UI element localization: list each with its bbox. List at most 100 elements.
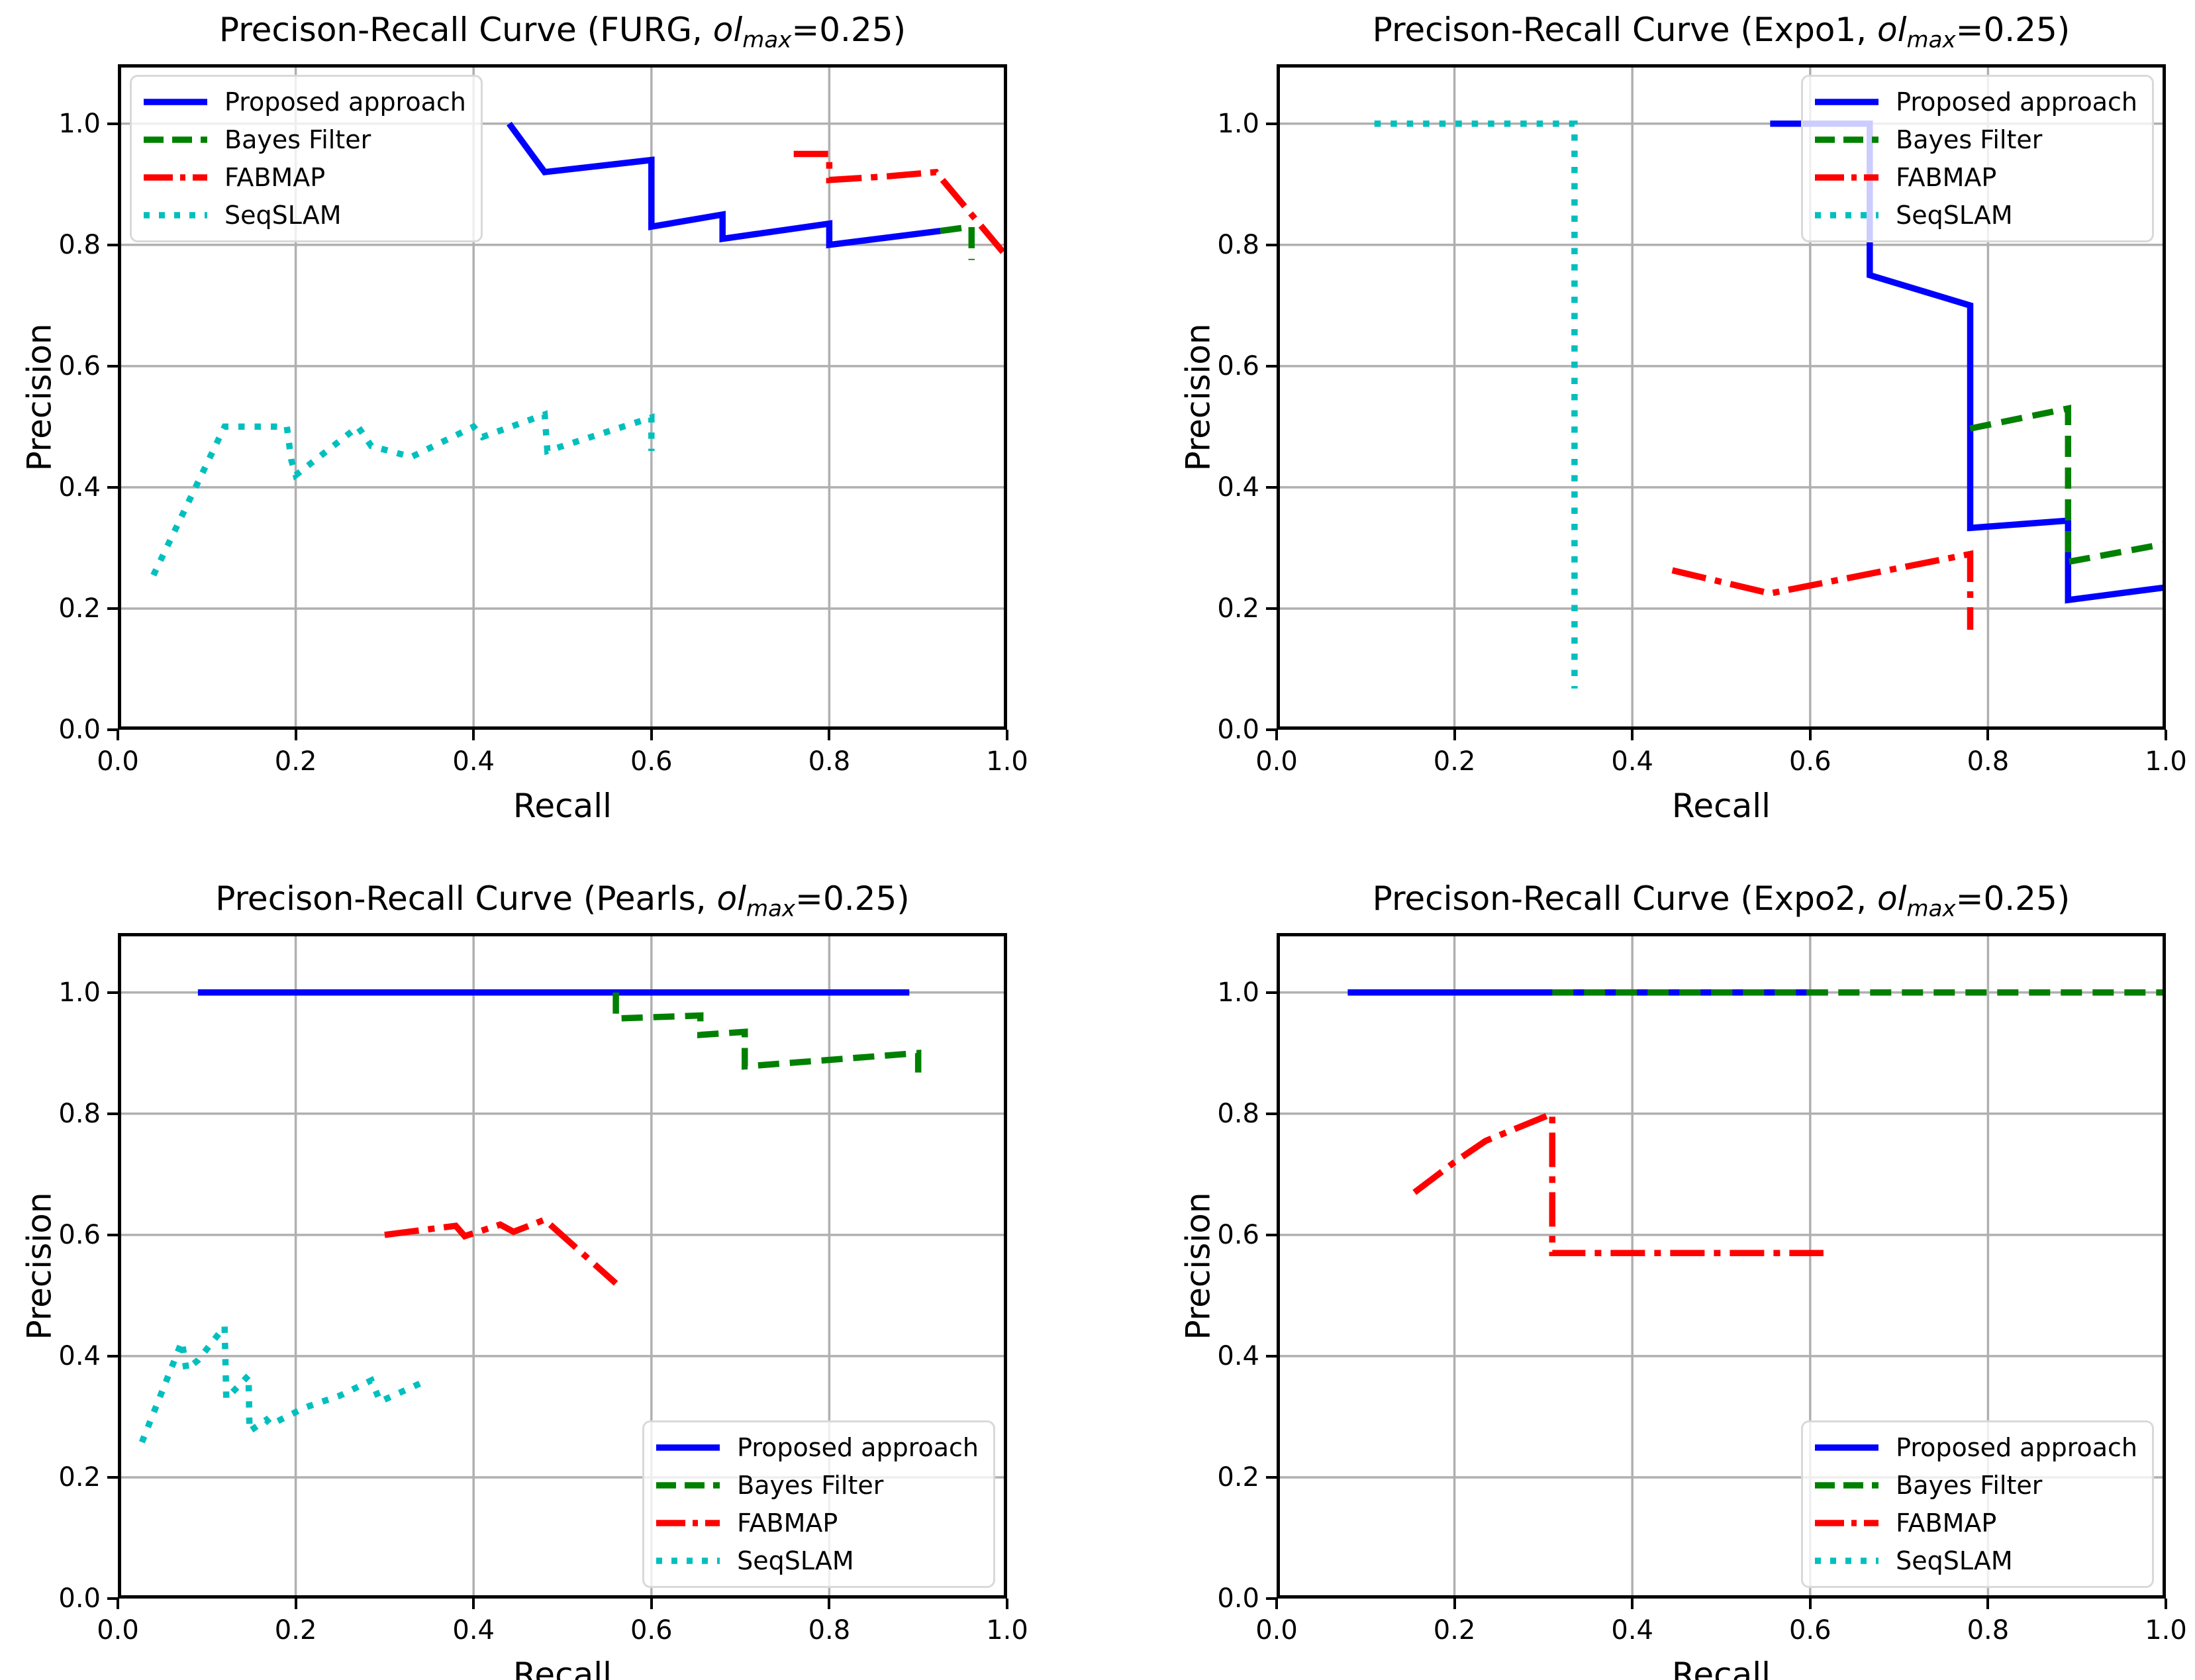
- plot-area: [118, 64, 1007, 730]
- y-tick-mark: [107, 485, 118, 489]
- y-tick-label: 0.2: [1217, 593, 1259, 624]
- y-tick-label: 1.0: [1217, 977, 1259, 1008]
- series-fabmap-line: [1412, 1109, 1824, 1257]
- legend-item-seqslam: SeqSLAM: [142, 199, 466, 231]
- x-tick-label: 0.4: [452, 746, 495, 777]
- legend-label: FABMAP: [1896, 163, 1997, 192]
- legend-item-proposed: Proposed approach: [1814, 1432, 2137, 1463]
- legend-item-bayes: Bayes Filter: [1814, 124, 2137, 156]
- x-tick-mark: [828, 1599, 831, 1609]
- x-axis-label: Recall: [512, 787, 612, 825]
- legend-line-sample-proposed: [1815, 99, 1879, 105]
- y-tick-mark: [107, 1112, 118, 1115]
- x-tick-mark: [472, 1599, 475, 1609]
- y-tick-mark: [1266, 728, 1277, 731]
- y-tick-mark: [107, 122, 118, 125]
- legend-label: FABMAP: [1896, 1508, 1997, 1538]
- y-axis-label: Precision: [1179, 1191, 1218, 1340]
- legend-label: Proposed approach: [737, 1433, 979, 1462]
- legend: Proposed approach Bayes Filter FABMAP SeqSL…: [1801, 1420, 2154, 1588]
- x-tick-label: 0.4: [1611, 1615, 1653, 1646]
- x-tick-label: 0.2: [274, 1615, 317, 1646]
- legend-item-seqslam: SeqSLAM: [1814, 1545, 2137, 1577]
- y-tick-mark: [1266, 607, 1277, 610]
- series-fabmap-line: [793, 150, 1007, 260]
- x-tick-mark: [117, 1599, 119, 1609]
- x-axis-label: Recall: [1671, 787, 1771, 825]
- legend-line-sample-seqslam: [1815, 1557, 1879, 1564]
- legend-label: Bayes Filter: [737, 1471, 884, 1500]
- legend: Proposed approach Bayes Filter FABMAP SeqSL…: [1801, 75, 2154, 242]
- x-tick-label: 1.0: [2145, 746, 2187, 777]
- legend-item-proposed: Proposed approach: [142, 86, 466, 118]
- y-tick-mark: [1266, 1233, 1277, 1236]
- plot-title-text: Precison-Recall Curve (Expo2,: [1372, 879, 1878, 918]
- legend-line-sample-fabmap: [656, 1520, 720, 1526]
- y-tick-mark: [107, 1475, 118, 1479]
- y-tick-label: 1.0: [58, 108, 101, 139]
- y-tick-mark: [107, 1597, 118, 1600]
- series-bayes-line: [1969, 405, 2166, 566]
- subplot-pearls: Precison-Recall Curve (Pearls, olmax=0.2…: [21, 879, 1028, 1680]
- y-tick-label: 0.6: [58, 1219, 101, 1250]
- x-tick-label: 0.6: [630, 746, 673, 777]
- y-tick-label: 0.2: [58, 593, 101, 624]
- legend-line-sample-bayes: [1815, 136, 1879, 143]
- y-tick-mark: [107, 364, 118, 368]
- y-tick-mark: [1266, 243, 1277, 246]
- plot-title-math-sub: max: [1906, 895, 1956, 922]
- x-tick-mark: [650, 730, 653, 740]
- y-tick-label: 0.6: [1217, 1219, 1259, 1250]
- x-tick-mark: [2165, 1599, 2167, 1609]
- plot-title-math-var: ol: [1877, 11, 1907, 49]
- series-seqslam-line: [1374, 120, 1578, 689]
- y-tick-mark: [1266, 1597, 1277, 1600]
- x-tick-mark: [1986, 730, 1990, 740]
- plot-title-math-var: ol: [716, 879, 746, 918]
- legend-item-proposed: Proposed approach: [1814, 86, 2137, 118]
- y-tick-label: 0.0: [1217, 715, 1259, 745]
- series-seqslam-line: [150, 410, 655, 577]
- legend-item-bayes: Bayes Filter: [142, 124, 466, 156]
- x-axis-label: Recall: [512, 1655, 612, 1680]
- x-tick-label: 1.0: [986, 1615, 1028, 1646]
- y-axis-label: Precision: [21, 322, 60, 471]
- x-tick-mark: [1631, 1599, 1634, 1609]
- legend-label: SeqSLAM: [737, 1546, 854, 1575]
- plot-title-suffix: =0.25): [1955, 879, 2071, 918]
- y-tick-label: 0.4: [1217, 1340, 1259, 1371]
- plot-area: [118, 933, 1007, 1599]
- x-tick-mark: [1453, 730, 1456, 740]
- legend-line-sample-seqslam: [656, 1557, 720, 1564]
- legend-line-sample-proposed: [656, 1444, 720, 1451]
- y-tick-mark: [1266, 1112, 1277, 1115]
- y-axis-label: Precision: [21, 1191, 60, 1340]
- legend-label: SeqSLAM: [224, 201, 342, 230]
- legend: Proposed approach Bayes Filter FABMAP SeqSL…: [642, 1420, 995, 1588]
- plot-title-math-sub: max: [742, 26, 792, 54]
- series-bayes-line: [612, 992, 922, 1079]
- y-tick-label: 1.0: [58, 977, 101, 1008]
- y-tick-label: 0.2: [1217, 1461, 1259, 1493]
- x-tick-label: 0.8: [1967, 746, 2010, 777]
- legend-label: Bayes Filter: [224, 125, 371, 154]
- subplot-expo1: Precison-Recall Curve (Expo1, olmax=0.25…: [1179, 11, 2187, 825]
- x-tick-mark: [1808, 730, 1812, 740]
- legend-line-sample-fabmap: [1815, 174, 1879, 181]
- y-tick-mark: [1266, 485, 1277, 489]
- legend-line-sample-bayes: [1815, 1482, 1879, 1489]
- legend-line-sample-fabmap: [1815, 1520, 1879, 1526]
- y-tick-label: 0.6: [58, 350, 101, 381]
- series-fabmap-line: [1671, 550, 1974, 630]
- x-tick-mark: [1808, 1599, 1812, 1609]
- y-tick-label: 0.6: [1217, 350, 1259, 381]
- x-tick-mark: [1631, 730, 1634, 740]
- x-tick-mark: [1453, 1599, 1456, 1609]
- y-tick-mark: [1266, 1354, 1277, 1358]
- plot-title: Precison-Recall Curve (Pearls, olmax=0.2…: [118, 877, 1007, 922]
- plot-title-suffix: =0.25): [795, 879, 910, 918]
- x-tick-label: 0.2: [274, 746, 317, 777]
- y-tick-label: 0.4: [58, 1340, 101, 1371]
- y-tick-mark: [1266, 364, 1277, 368]
